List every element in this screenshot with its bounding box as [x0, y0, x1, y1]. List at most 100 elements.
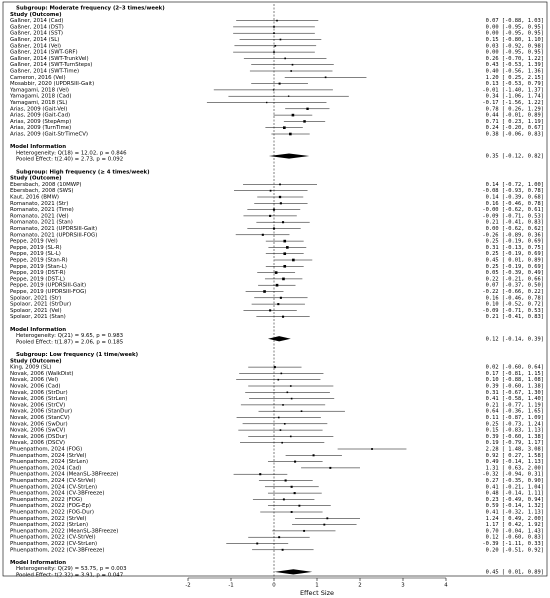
x-axis-label: Effect Size: [300, 589, 334, 597]
effect-square: [278, 82, 281, 85]
effect-square: [273, 366, 276, 369]
effect-square: [272, 208, 276, 211]
effect-square: [292, 258, 295, 262]
study-label: Yamagami, 2018 (SL): [9, 100, 67, 106]
study-label: Phuenpathom, 2022 (FOG-Dur): [10, 510, 94, 516]
study-label: Novak, 2006 (Cad): [10, 384, 61, 390]
ci-label: 0.16 [-0.46, 0.78]: [486, 201, 544, 207]
model-header: Model Information: [10, 144, 66, 150]
effect-square: [282, 404, 284, 406]
study-label: Gaßner, 2014 (SL): [10, 37, 59, 43]
subgroup-title: Subgroup: High frequency (≥ 4 times/week…: [16, 169, 150, 175]
study-label: Novak, 2006 (Vel): [10, 377, 58, 383]
study-label: Phuenpathom, 2022 (CV-StrVel): [10, 535, 96, 541]
effect-square: [256, 542, 259, 545]
ci-label: 0.70 [-0.04, 1.43]: [486, 528, 544, 534]
ci-label: -0.26 [-0.89, 0.36]: [482, 232, 544, 238]
summary-diamond: [268, 153, 310, 159]
ci-label: 0.48 [-0.14, 1.11]: [486, 491, 544, 497]
study-label: Phuenpathom, 2024 (CV-3BFreeze): [10, 491, 104, 497]
study-label: Arias, 2009 (TurnTime): [10, 125, 71, 131]
effect-square: [294, 460, 297, 463]
effect-square: [284, 479, 287, 482]
ci-label: 0.31 [-0.13, 0.75]: [486, 245, 544, 251]
ci-label: 0.14 [-0.72, 1.00]: [486, 182, 544, 188]
study-label: Arias, 2009 (Gait-Cad): [10, 113, 70, 119]
study-label: Novak, 2006 (DSCV): [10, 440, 65, 446]
ci-label: 0.41 [-0.58, 1.40]: [486, 396, 544, 402]
study-label: Phuenpathom, 2022 (CV-StrLen): [10, 541, 97, 547]
study-label: Romanato, 2021 (Stan): [10, 220, 73, 226]
study-label: Phuenpathom, 2022 (CV-3BFreeze): [10, 547, 104, 553]
effect-square: [269, 309, 272, 312]
effect-square: [280, 372, 283, 375]
effect-square: [306, 107, 309, 110]
ci-label: 0.15 [-0.80, 1.10]: [486, 37, 544, 43]
study-label: King, 2009 (SL): [10, 365, 51, 371]
ci-label: -0.39 [-1.11, 0.33]: [482, 541, 544, 547]
effect-square: [281, 315, 285, 318]
plot-frame: [2, 1, 548, 577]
model-header: Model Information: [10, 560, 66, 566]
pooled-effect: Pooled Effect: t(2.32) = 3.91, p = 0.047: [16, 573, 123, 579]
ci-label: 0.45 [ 0.01, 0.89]: [486, 258, 544, 264]
study-label: Novak, 2006 (SwCV): [10, 428, 65, 434]
ci-label: 0.19 [-0.79, 1.17]: [486, 440, 544, 446]
study-label: Novak, 2006 (WalkDist): [10, 371, 74, 377]
summary-diamond: [274, 569, 313, 575]
effect-square: [290, 70, 293, 72]
ci-label: -0.17 [-1.56, 1.22]: [482, 100, 544, 106]
ci-label: 0.64 [-0.36, 1.65]: [486, 409, 544, 415]
x-tick-label: 2: [358, 583, 361, 589]
pooled-effect: Pooled Effect: t(2.40) = 2.73, p = 0.092: [16, 157, 123, 163]
effect-square: [277, 378, 280, 381]
effect-square: [266, 101, 268, 104]
ci-label: 0.24 [-0.20, 0.67]: [486, 125, 544, 131]
effect-square: [324, 76, 327, 79]
ci-label: 0.11 [-0.87, 1.09]: [486, 415, 544, 421]
study-label: Novak, 2006 (StrLen): [10, 396, 67, 402]
study-label: Phuenpathom, 2024 (MeanSL-3BFreeze): [10, 472, 118, 478]
model-header: Model Information: [10, 327, 66, 333]
ci-label: 0.49 [-0.14, 1.13]: [486, 459, 544, 465]
effect-square: [303, 120, 306, 123]
x-tick-label: 4: [444, 583, 448, 589]
effect-square: [275, 283, 279, 287]
ci-label: 0.41 [-0.32, 1.13]: [486, 510, 544, 516]
ci-label: -0.01 [-1.40, 1.37]: [482, 87, 544, 93]
ci-label: 0.07 [-0.37, 0.50]: [486, 283, 544, 289]
effect-square: [289, 435, 292, 438]
x-tick-label: -2: [185, 583, 190, 589]
effect-square: [269, 189, 272, 192]
study-label: Gaßner, 2014 (DST): [10, 24, 64, 30]
ci-label: 1.31 [ 0.63, 2.00]: [486, 465, 544, 471]
study-label: Phuenpathom, 2022 (FOG): [10, 497, 82, 503]
ci-label: 0.05 [-0.39, 0.49]: [486, 270, 544, 276]
effect-square: [291, 63, 294, 66]
effect-square: [289, 132, 292, 136]
ci-label: 0.39 [-0.60, 1.38]: [486, 434, 544, 440]
effect-square: [276, 19, 278, 22]
study-label: Phuenpathom, 2022 (FOG-Ep): [10, 503, 91, 509]
ci-label: 0.27 [-0.35, 0.90]: [486, 478, 544, 484]
study-label: Yamagami, 2018 (Cad): [9, 94, 71, 100]
effect-square: [284, 57, 286, 60]
ci-label: 0.15 [-0.83, 1.13]: [486, 428, 544, 434]
ci-label: 0.02 [-0.60, 0.64]: [486, 365, 544, 371]
ci-label: 0.10 [-0.88, 1.08]: [486, 377, 544, 383]
summary-ci-label: 0.35 [-0.12, 0.82]: [486, 154, 544, 160]
ci-label: 0.16 [-0.46, 0.78]: [486, 295, 544, 301]
study-label: Ebersbach, 2008 (SWS): [10, 188, 74, 194]
ci-label: 0.00 [-0.95, 0.95]: [486, 50, 544, 56]
ci-label: 0.21 [-0.41, 0.83]: [486, 220, 544, 226]
ci-label: 0.40 [-0.56, 1.36]: [486, 69, 544, 75]
heterogeneity: Heterogeneity: Q(29) = 53.75, p = 0.003: [16, 566, 127, 572]
subgroup-title: Subgroup: Moderate frequency (2–3 times/…: [16, 6, 165, 12]
study-label: Peppe, 2019 (UPDRSIII-FOG): [10, 289, 86, 295]
effect-square: [290, 511, 293, 513]
effect-square: [283, 264, 287, 268]
ci-label: -0.32 [-0.94, 0.31]: [482, 472, 544, 478]
ci-label: 0.17 [-0.81, 1.15]: [486, 371, 544, 377]
study-label: Arias, 2009 (Gait-StrTimeCV): [10, 132, 88, 138]
